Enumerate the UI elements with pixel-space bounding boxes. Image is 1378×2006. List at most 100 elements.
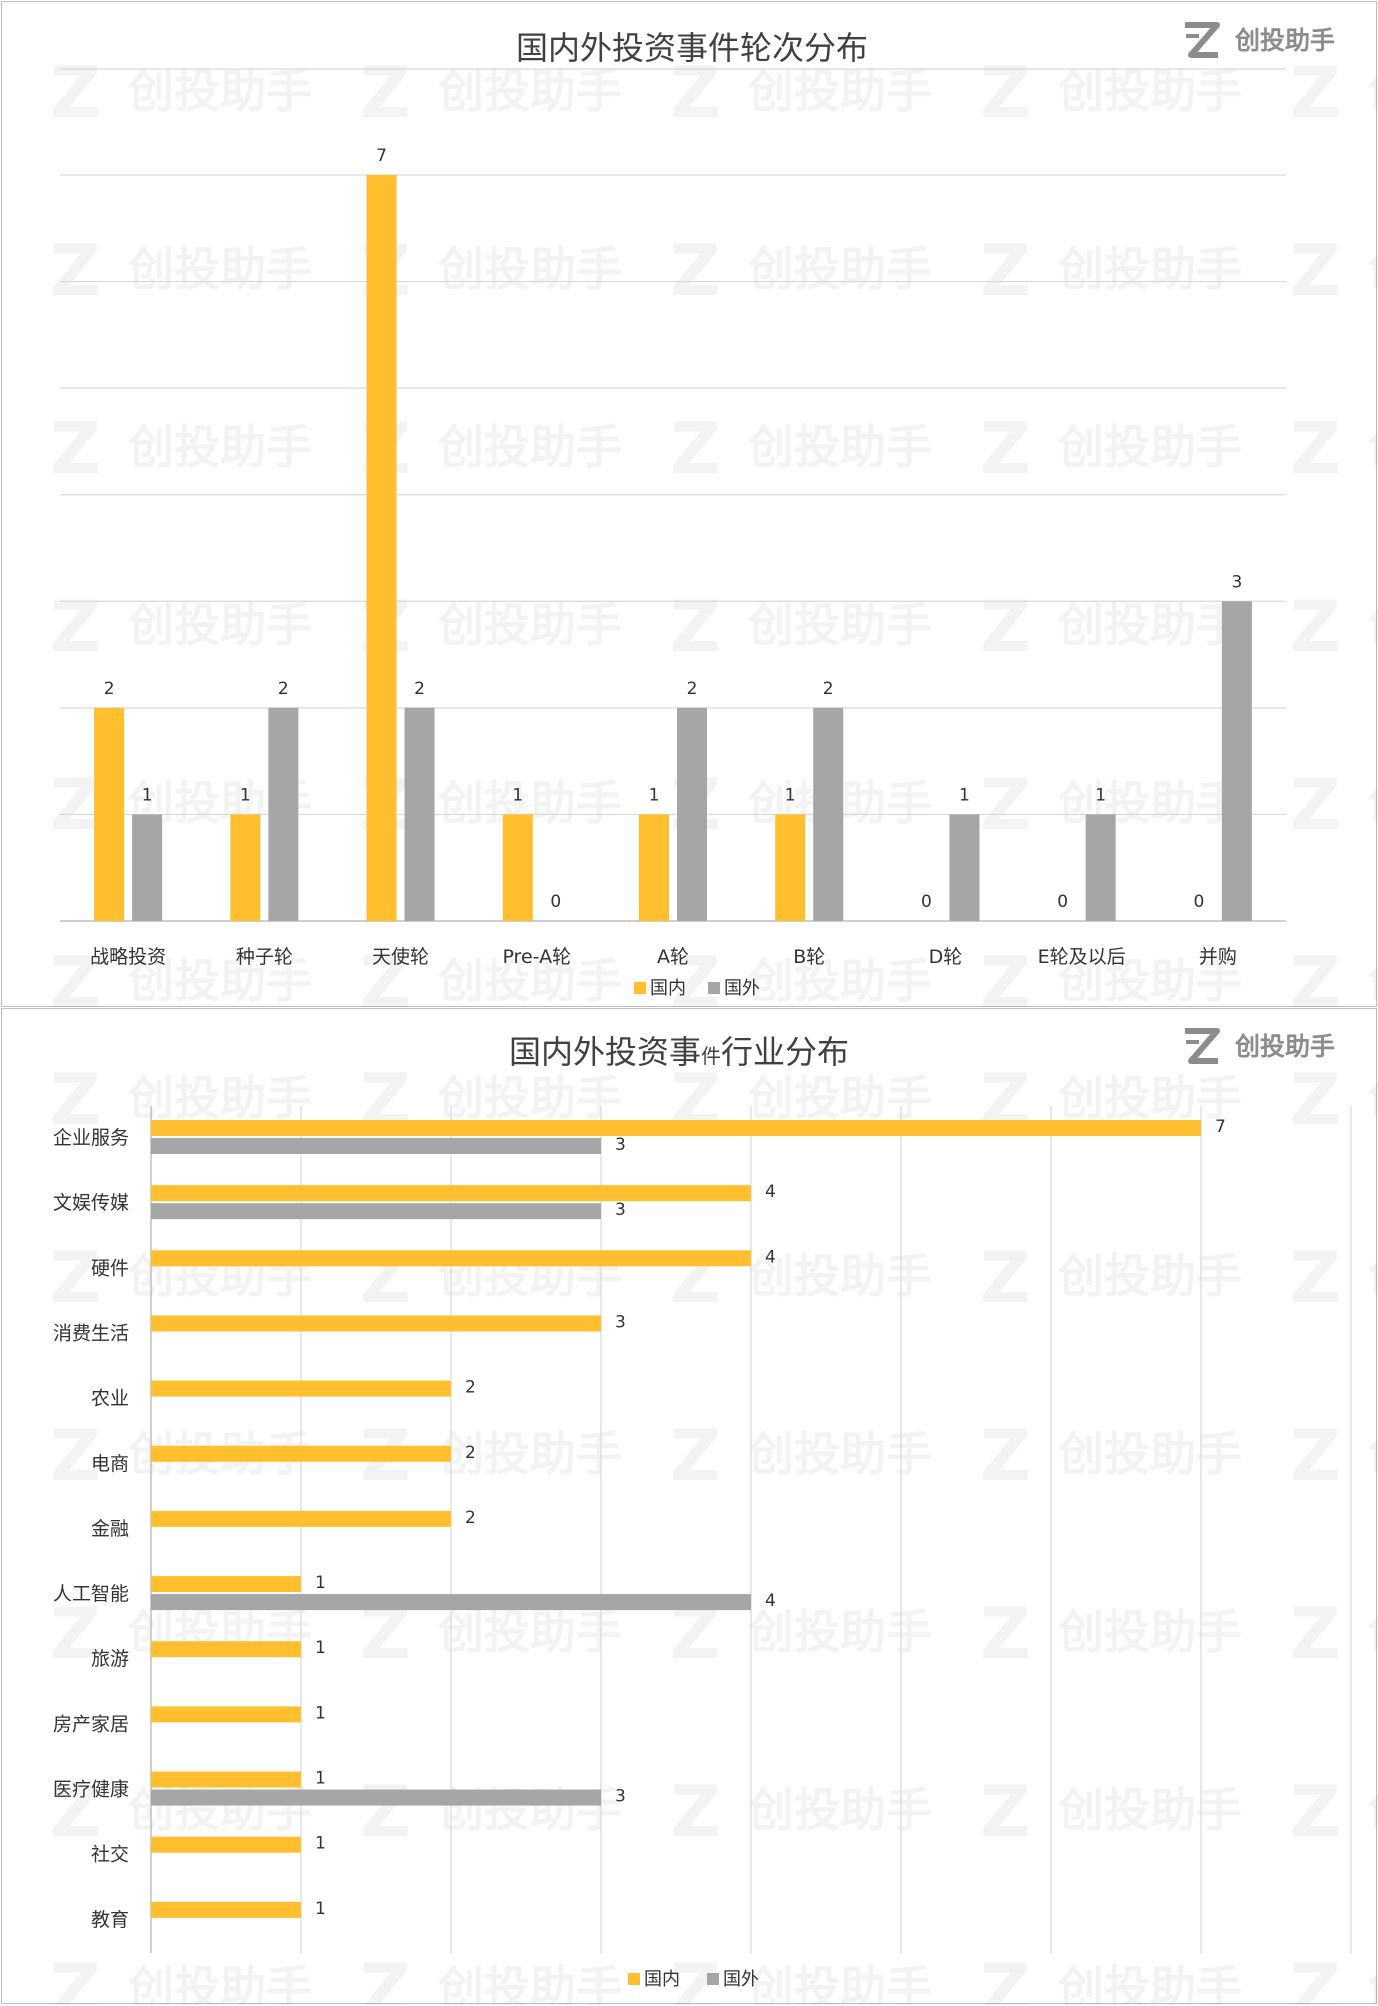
y-tick-label: 消费生活 — [53, 1322, 129, 1344]
legend-label-foreign: 国外 — [724, 978, 760, 999]
watermark-text: 创投助手 — [1058, 1249, 1242, 1303]
watermark-text: 创投助手 — [128, 1961, 312, 2005]
y-tick-label: 房产家居 — [53, 1713, 129, 1735]
x-tick-label: 天使轮 — [372, 946, 429, 968]
data-label-foreign: 4 — [765, 1591, 776, 1611]
bars — [94, 175, 1252, 921]
watermark-layer: Z 创投助手 Z 创投助手 Z 创投助手 Z 创投助手 Z 创投助手 Z 创投助手 Z 创投助手 Z 创投助手… — [50, 1059, 1378, 2005]
watermark-text: 创投助手 — [438, 598, 622, 652]
watermark-z: Z — [670, 1237, 721, 1319]
watermark-z: Z — [980, 1237, 1031, 1319]
watermark-text: 创投助手 — [128, 1071, 312, 1125]
bar-domestic — [151, 1380, 451, 1397]
watermark-text: 创投助手 — [128, 64, 312, 118]
bar-foreign — [813, 707, 844, 921]
watermark-text: 创投助手 — [748, 420, 932, 474]
data-label-foreign: 3 — [615, 1135, 626, 1155]
watermark-text: 创投助手 — [438, 420, 622, 474]
data-label-foreign: 2 — [278, 679, 289, 699]
x-tick-label: 战略投资 — [90, 946, 166, 968]
data-label-domestic: 2 — [104, 679, 115, 699]
bar-domestic — [151, 1185, 751, 1202]
data-label-domestic: 1 — [315, 1769, 326, 1789]
watermark-text: 创投助手 — [1368, 420, 1378, 474]
watermark-text: 创投助手 — [1368, 598, 1378, 652]
brand-logo: 创投助手 — [1185, 22, 1335, 58]
watermark-z: Z — [670, 1415, 721, 1497]
bar-foreign — [1085, 814, 1116, 921]
x-tick-label: Pre-A轮 — [502, 946, 571, 968]
legend: 国内 国外 — [634, 978, 760, 999]
bar-domestic — [639, 814, 669, 921]
watermark-text: 创投助手 — [1058, 776, 1242, 830]
x-tick-label: 并购 — [1199, 946, 1237, 968]
watermark-z: Z — [980, 764, 1031, 846]
watermark-text: 创投助手 — [1368, 1249, 1378, 1303]
data-label-domestic: 1 — [315, 1638, 326, 1658]
bar-foreign — [132, 814, 163, 921]
chart-title: 国内外投资事件行业分布 — [509, 1033, 849, 1071]
chart-title: 国内外投资事件轮次分布 — [516, 29, 868, 67]
watermark-z: Z — [1290, 52, 1341, 134]
watermark-text: 创投助手 — [438, 64, 622, 118]
watermark-text: 创投助手 — [1058, 1961, 1242, 2005]
bar-domestic — [151, 1250, 751, 1267]
y-tick-label: 社交 — [91, 1844, 129, 1866]
watermark-z: Z — [360, 1771, 411, 1853]
bar-domestic — [151, 1510, 451, 1527]
y-tick-label: 硬件 — [91, 1257, 129, 1279]
data-label-domestic: 1 — [315, 1834, 326, 1854]
watermark-text: 创投助手 — [128, 420, 312, 474]
watermark-z: Z — [360, 1949, 411, 2005]
data-label-domestic: 0 — [921, 892, 932, 912]
x-tick-label: 种子轮 — [236, 946, 293, 968]
data-label-domestic: 1 — [649, 785, 660, 805]
watermark-z: Z — [1290, 230, 1341, 312]
data-label-domestic: 1 — [240, 785, 251, 805]
watermark-z: Z — [980, 942, 1031, 1008]
y-tick-label: 教育 — [91, 1909, 129, 1931]
bar-foreign — [949, 814, 980, 921]
data-label-foreign: 1 — [959, 785, 970, 805]
bar-domestic — [151, 1771, 301, 1788]
watermark-text: 创投助手 — [1368, 1071, 1378, 1125]
z-logo-icon — [1185, 1028, 1220, 1064]
watermark-text: 创投助手 — [1058, 242, 1242, 296]
legend-swatch-foreign — [708, 982, 720, 994]
watermark-text: 创投助手 — [438, 954, 622, 1008]
watermark-z: Z — [50, 764, 101, 846]
brand-logo: 创投助手 — [1185, 1028, 1335, 1064]
watermark-text: 创投助手 — [1058, 1605, 1242, 1659]
data-label-domestic: 7 — [1215, 1117, 1226, 1137]
watermark-text: 创投助手 — [748, 64, 932, 118]
legend: 国内 国外 — [628, 1969, 759, 1990]
bar-domestic — [151, 1641, 301, 1658]
z-logo-icon — [1185, 22, 1220, 58]
data-label-foreign: 3 — [615, 1787, 626, 1807]
data-label-domestic: 1 — [512, 785, 523, 805]
watermark-z: Z — [670, 1771, 721, 1853]
watermark-text: 创投助手 — [1058, 954, 1242, 1008]
bar-domestic — [151, 1576, 301, 1593]
watermark-text: 创投助手 — [438, 1605, 622, 1659]
bar-domestic — [775, 814, 806, 921]
watermark-text: 创投助手 — [1368, 1427, 1378, 1481]
watermark-z: Z — [1290, 1237, 1341, 1319]
watermark-z: Z — [1290, 1059, 1341, 1141]
bar-foreign — [268, 707, 299, 921]
watermark-z: Z — [670, 52, 721, 134]
legend-swatch-foreign — [707, 1973, 719, 1985]
data-label-foreign: 1 — [1095, 785, 1106, 805]
watermark-z: Z — [50, 52, 101, 134]
data-label-domestic: 0 — [1193, 892, 1204, 912]
watermark-z: Z — [1290, 1949, 1341, 2005]
data-label-domestic: 0 — [1057, 892, 1068, 912]
bar-foreign — [151, 1203, 601, 1220]
watermark-text: 创投助手 — [128, 242, 312, 296]
watermark-text: 创投助手 — [1368, 242, 1378, 296]
watermark-text: 创投助手 — [748, 1783, 932, 1837]
bar-domestic — [502, 814, 533, 921]
data-label-domestic: 4 — [765, 1247, 776, 1267]
watermark-z: Z — [980, 52, 1031, 134]
